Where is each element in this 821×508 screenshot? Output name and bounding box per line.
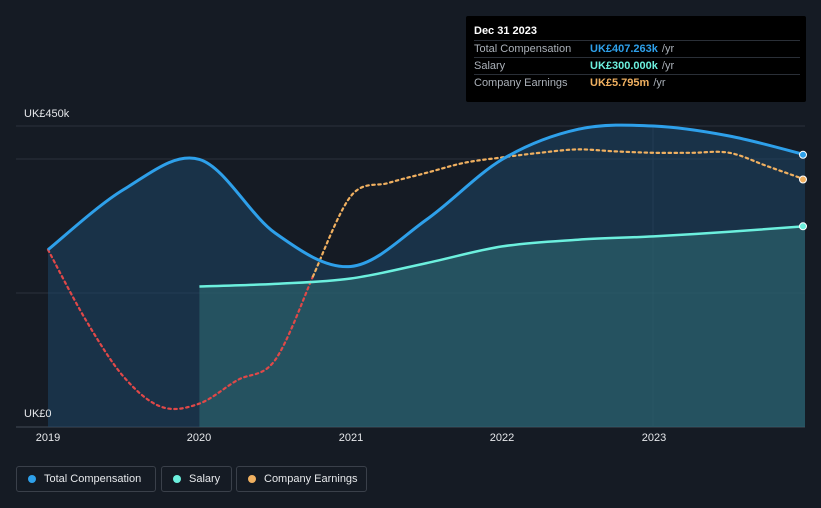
legend-label: Salary	[189, 473, 221, 485]
company-earnings-line	[311, 148, 805, 278]
y-tick-label-max: UK£450k	[24, 108, 70, 120]
tooltip-label: Total Compensation	[474, 43, 572, 55]
total-compensation-line	[47, 123, 805, 269]
legend-dot-icon	[173, 475, 181, 483]
legend-dot-icon	[248, 475, 256, 483]
tooltip-row-total-compensation: Total Compensation UK£407.263k/yr	[474, 40, 800, 58]
company-earnings-line-low	[46, 248, 314, 411]
company-earnings-end-marker	[799, 175, 807, 184]
y-tick-label-min: UK£0	[24, 408, 52, 420]
tooltip-value: UK£407.263k/yr	[590, 43, 675, 55]
legend-salary[interactable]: Salary	[161, 466, 232, 492]
x-tick-2023: 2023	[641, 432, 667, 444]
hover-tooltip: Dec 31 2023 Total Compensation UK£407.26…	[466, 16, 806, 102]
legend-total-compensation[interactable]: Total Compensation	[16, 466, 156, 492]
legend-label: Total Compensation	[44, 473, 142, 485]
salary-line	[199, 225, 805, 288]
legend-dot-icon	[28, 475, 36, 483]
tooltip-value: UK£5.795m/yr	[590, 77, 666, 89]
legend-company-earnings[interactable]: Company Earnings	[236, 466, 367, 492]
tooltip-value: UK£300.000k/yr	[590, 60, 675, 72]
x-tick-2019: 2019	[35, 432, 61, 444]
tooltip-row-salary: Salary UK£300.000k/yr	[474, 57, 800, 75]
tooltip-label: Salary	[474, 60, 506, 72]
salary-end-marker	[799, 222, 807, 231]
salary-area	[199, 226, 805, 427]
tooltip-date: Dec 31 2023	[474, 25, 537, 37]
x-tick-2021: 2021	[338, 432, 364, 444]
tooltip-label: Company Earnings	[474, 77, 568, 89]
total-compensation-end-marker	[799, 150, 807, 159]
legend-label: Company Earnings	[264, 473, 358, 485]
x-tick-2020: 2020	[186, 432, 212, 444]
tooltip-row-company-earnings: Company Earnings UK£5.795m/yr	[474, 74, 800, 92]
x-tick-2022: 2022	[489, 432, 515, 444]
